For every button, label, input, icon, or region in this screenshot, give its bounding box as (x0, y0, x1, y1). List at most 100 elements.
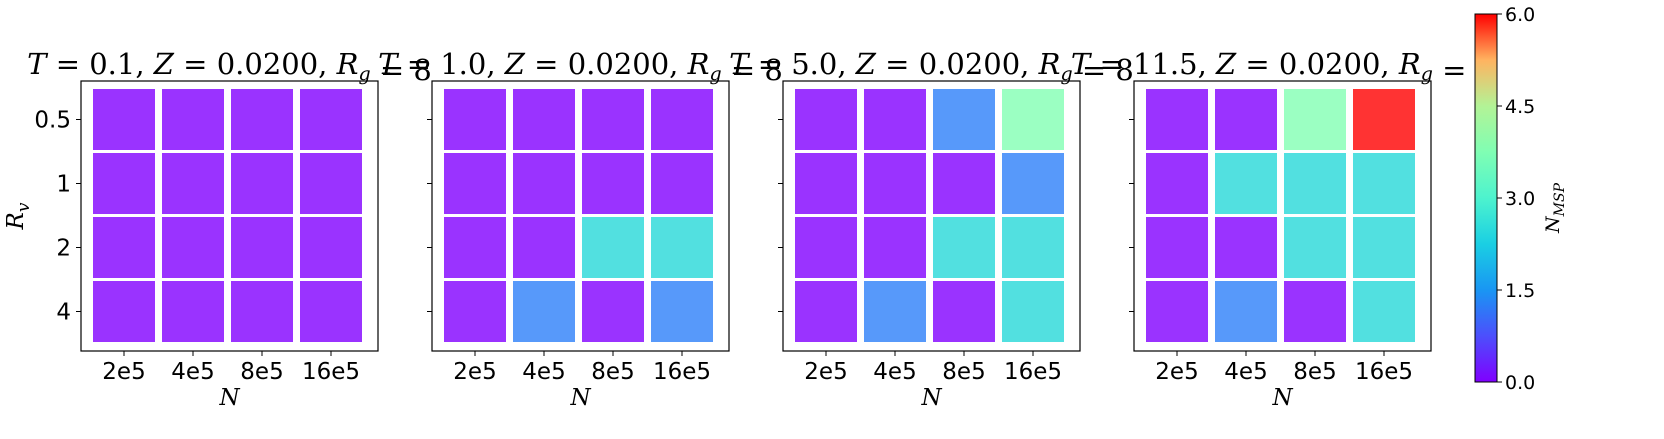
heatmap-cell (1215, 153, 1277, 214)
heatmap-cell (231, 281, 293, 342)
panel-frame (431, 80, 730, 352)
panel-frame (1133, 80, 1432, 352)
colorbar: 0.0 1.5 3.0 4.5 6.0 NMSP (1474, 4, 1568, 394)
heatmap-cell (651, 89, 713, 150)
heatmap-cell (231, 217, 293, 278)
heatmap-cell (1353, 217, 1415, 278)
heatmap-cell (864, 281, 926, 342)
x-tick-label: 8e5 (1293, 359, 1336, 385)
heatmap-cell (1215, 281, 1277, 342)
heatmap-panel-3: T = 5.0, Z = 0.0200, Rg = 8 2e5 4e5 8e5 16e5… (729, 47, 1134, 411)
heatmap-cell (444, 217, 506, 278)
x-tick-label: 2e5 (1155, 359, 1198, 385)
heatmap-cell (933, 89, 995, 150)
heatmap-cell (582, 153, 644, 214)
heatmap-cell (300, 217, 362, 278)
x-tick-label: 16e5 (653, 359, 711, 385)
heatmap-cell (300, 281, 362, 342)
x-tick-label: 16e5 (1355, 359, 1413, 385)
colorbar-tick-label: 0.0 (1505, 372, 1535, 394)
x-tick-label: 4e5 (522, 359, 565, 385)
x-tick-label: 4e5 (171, 359, 214, 385)
heatmap-cell (162, 153, 224, 214)
heatmap-cell (1146, 153, 1208, 214)
heatmap-panel-4: T = 11.5, Z = 0.0200, Rg = 8 2e5 4e5 8e5 16e… (1071, 47, 1494, 411)
x-tick-label: 2e5 (453, 359, 496, 385)
heatmap-cell (93, 89, 155, 150)
heatmap-cell (651, 281, 713, 342)
panel-title: T = 1.0, Z = 0.0200, Rg = 8 (378, 47, 783, 87)
heatmap-cell (933, 153, 995, 214)
x-tick-label: 16e5 (1004, 359, 1062, 385)
x-tick-label: 8e5 (240, 359, 283, 385)
heatmap-cell (1002, 153, 1064, 214)
heatmap-cell (933, 217, 995, 278)
heatmap-cell (444, 89, 506, 150)
heatmap-cell (1002, 281, 1064, 342)
x-axis-label: N (1271, 385, 1293, 411)
heatmap-cell (444, 153, 506, 214)
heatmap-cell (231, 153, 293, 214)
y-tick-label: 4 (56, 300, 71, 326)
heatmap-cell (795, 153, 857, 214)
heatmap-cell (1353, 281, 1415, 342)
heatmap-cell (1353, 153, 1415, 214)
x-tick-label: 4e5 (1224, 359, 1267, 385)
heatmap-cell (864, 89, 926, 150)
heatmap-cell (300, 89, 362, 150)
y-tick-label: 0.5 (34, 108, 71, 134)
y-tick-label: 2 (56, 236, 71, 262)
heatmap-cell (864, 153, 926, 214)
heatmap-cell (93, 281, 155, 342)
heatmap-cell (93, 153, 155, 214)
colorbar-tick-label: 1.5 (1505, 280, 1535, 302)
heatmap-cell (1353, 89, 1415, 150)
heatmap-cell (651, 217, 713, 278)
heatmap-cell (1215, 89, 1277, 150)
x-tick-label: 2e5 (102, 359, 145, 385)
x-axis-label: N (569, 385, 591, 411)
heatmap-cell (1146, 89, 1208, 150)
heatmap-cell (1284, 153, 1346, 214)
colorbar-tick-label: 6.0 (1505, 4, 1535, 26)
heatmap-cell (582, 281, 644, 342)
heatmap-cell (513, 153, 575, 214)
x-tick-label: 4e5 (873, 359, 916, 385)
heatmap-panel-1: T = 0.1, Z = 0.0200, Rg = 8 2e5 4e5 8e5 16e5… (3, 47, 432, 411)
heatmap-cell (300, 153, 362, 214)
heatmap-cell (513, 217, 575, 278)
y-axis-label: Rv (3, 202, 34, 230)
heatmap-cell (1002, 89, 1064, 150)
colorbar-tick-label: 3.0 (1505, 188, 1535, 210)
heatmap-panel-2: T = 1.0, Z = 0.0200, Rg = 8 2e5 4e5 8e5 16e5… (378, 47, 783, 411)
panel-title: T = 5.0, Z = 0.0200, Rg = 8 (729, 47, 1134, 87)
heatmap-cell (1284, 217, 1346, 278)
x-tick-label: 8e5 (942, 359, 985, 385)
heatmap-cell (1002, 217, 1064, 278)
heatmap-cell (1215, 217, 1277, 278)
heatmap-cell (795, 217, 857, 278)
heatmap-panels: T = 0.1, Z = 0.0200, Rg = 8 2e5 4e5 8e5 16e5… (3, 47, 1494, 411)
heatmap-cell (162, 89, 224, 150)
colorbar-gradient (1475, 14, 1497, 382)
heatmap-cell (513, 89, 575, 150)
panel-title: T = 11.5, Z = 0.0200, Rg = 8 (1071, 47, 1494, 87)
heatmap-cell (933, 281, 995, 342)
heatmap-cell (582, 89, 644, 150)
x-tick-label: 8e5 (591, 359, 634, 385)
heatmap-cell (1284, 281, 1346, 342)
heatmap-cell (1146, 281, 1208, 342)
heatmap-cell (795, 281, 857, 342)
heatmap-cell (231, 89, 293, 150)
x-axis-label: N (920, 385, 942, 411)
x-tick-label: 16e5 (302, 359, 360, 385)
colorbar-label: NMSP (1542, 182, 1568, 234)
y-tick-label: 1 (56, 172, 71, 198)
heatmap-cell (513, 281, 575, 342)
panel-frame (782, 80, 1081, 352)
heatmap-cell (162, 217, 224, 278)
heatmap-cell (162, 281, 224, 342)
heatmap-cell (582, 217, 644, 278)
panel-title: T = 0.1, Z = 0.0200, Rg = 8 (27, 47, 432, 87)
